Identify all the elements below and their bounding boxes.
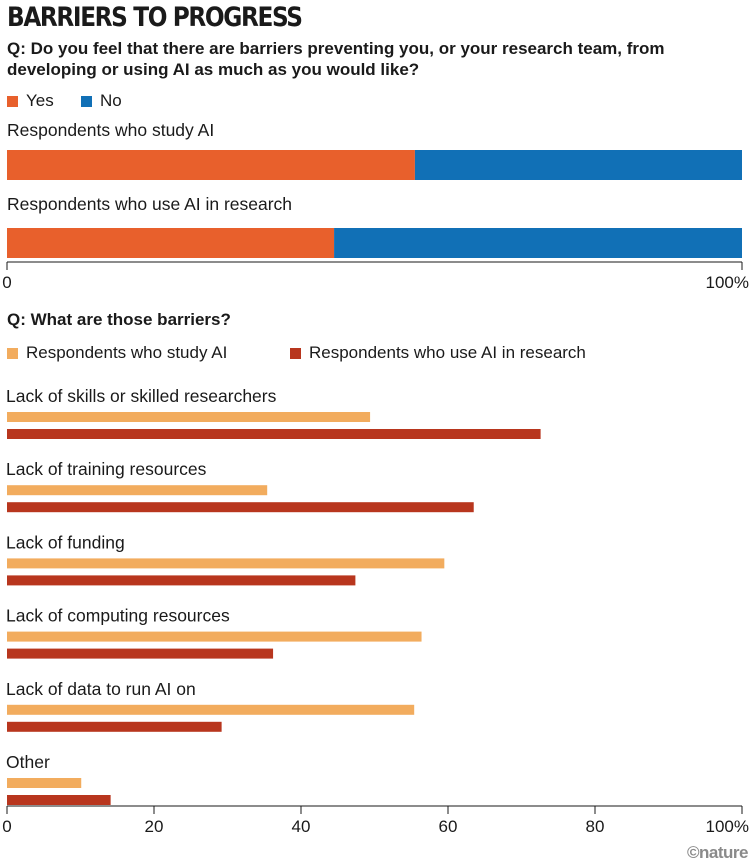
chart-title: BARRIERS TO PROGRESS	[7, 2, 303, 33]
bar-study-ai	[7, 778, 82, 788]
question-2: Q: What are those barriers?	[7, 310, 231, 329]
legend-swatch-use-ai	[290, 347, 301, 359]
bar-use-ai	[7, 721, 222, 732]
bar-use-ai	[7, 429, 541, 439]
tick-label-bottom: 40	[292, 817, 311, 836]
bar-use-ai	[7, 502, 474, 513]
barrier-category-label: Lack of data to run AI on	[6, 679, 196, 699]
tick-label-bottom: 20	[145, 817, 164, 836]
bar-study-ai	[7, 704, 415, 715]
stacked-bar-no	[414, 150, 742, 180]
bar-study-ai	[7, 485, 268, 496]
tick-label-bottom: 100%	[706, 817, 749, 836]
stacked-bar-no	[334, 228, 742, 258]
barrier-category-label: Lack of training resources	[6, 459, 207, 479]
legend-item-no: No	[81, 91, 122, 111]
legend-swatch-study-ai	[7, 347, 18, 359]
legend-label-study-ai: Respondents who study AI	[26, 343, 228, 362]
legend-label-no: No	[100, 91, 122, 110]
barrier-category-label: Lack of skills or skilled researchers	[6, 386, 277, 406]
tick-label-bottom: 60	[439, 817, 458, 836]
stacked-bar-yes	[7, 228, 335, 258]
tick-label-bottom: 0	[2, 817, 11, 836]
tick-label-bottom: 80	[586, 817, 605, 836]
legend-item-study-ai: Respondents who study AI	[7, 343, 227, 363]
bar-study-ai	[7, 558, 445, 569]
stacked-bar-yes	[7, 150, 415, 180]
barrier-category-label: Other	[6, 752, 50, 772]
question-1: Q: Do you feel that there are barriers p…	[7, 39, 665, 79]
bar-use-ai	[7, 575, 356, 586]
legend-label-yes: Yes	[26, 91, 54, 110]
legend-label-use-ai: Respondents who use AI in research	[309, 343, 586, 362]
bar-study-ai	[7, 631, 422, 642]
stacked-category-label: Respondents who use AI in research	[7, 194, 292, 214]
barrier-category-label: Lack of funding	[6, 532, 125, 552]
legend-item-use-ai: Respondents who use AI in research	[290, 343, 586, 363]
bar-use-ai	[7, 648, 274, 659]
barrier-category-label: Lack of computing resources	[6, 606, 230, 626]
bar-study-ai	[7, 412, 371, 422]
tick-label-top: 0	[2, 273, 11, 292]
tick-label-top: 100%	[706, 273, 749, 292]
nature-credit: ©nature	[687, 843, 748, 862]
legend-swatch-yes	[7, 95, 18, 107]
legend-item-yes: Yes	[7, 91, 54, 111]
stacked-category-label: Respondents who study AI	[7, 120, 214, 140]
legend-swatch-no	[81, 95, 92, 107]
bar-use-ai	[7, 795, 111, 805]
